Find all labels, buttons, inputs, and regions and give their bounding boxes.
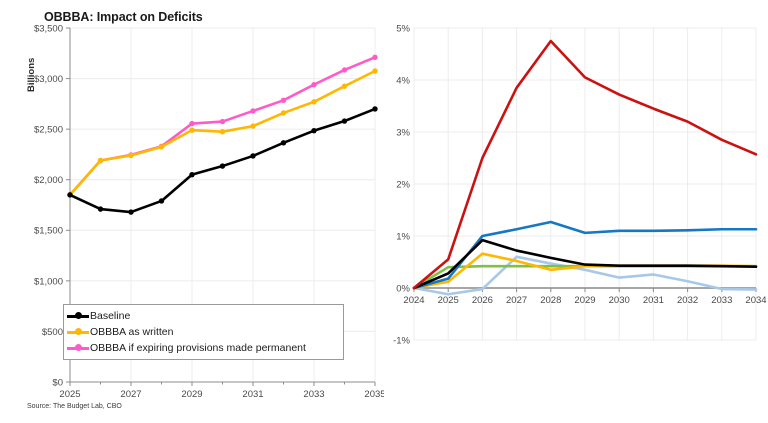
y-tick-label: -1% [393, 335, 410, 346]
legend-item[interactable]: OBBBA if expiring provisions made perman… [67, 340, 339, 356]
legend-deficits[interactable]: Baseline OBBBA as written OBBBA if expirin… [63, 304, 344, 360]
x-tick-label: 2031 [242, 389, 263, 400]
y-tick-label: $1,500 [34, 226, 63, 237]
y-tick-label: 5% [396, 23, 410, 34]
legend-label: OBBBA as written [90, 326, 174, 338]
x-tick-label: 2025 [438, 295, 459, 306]
series-yale-budget-lab [412, 255, 758, 296]
legend-swatch-line [67, 309, 89, 323]
plot-area-deficits: $0 $500 $1,000 $1,500 $2,000 $2,500 $3,000 $3,5… [34, 23, 384, 400]
source-note-deficits: Source: The Budget Lab, CBO [27, 403, 122, 410]
x-tick-label: 2030 [609, 295, 630, 306]
y-tick-label: $3,500 [34, 23, 63, 34]
x-tick-label: 2026 [472, 295, 493, 306]
x-tick-label: 2027 [506, 295, 527, 306]
legend-swatch-line [67, 341, 89, 355]
series-white-house-council-of-economic-advisors [412, 39, 758, 290]
x-tick-label: 2031 [643, 295, 664, 306]
chart-panel-gdp: OBBBA: Projected GDP Growth Impact -1%0%… [384, 0, 768, 423]
x-tick-label: 2025 [59, 389, 80, 400]
series-congressional-budget-office [412, 238, 758, 290]
x-tick-label: 2024 [403, 295, 424, 306]
legend-swatch-line [67, 325, 89, 339]
x-tick-label: 2032 [677, 295, 698, 306]
legend-item[interactable]: OBBBA as written [67, 324, 339, 340]
y-tick-label: 4% [396, 75, 410, 86]
y-tick-label: $2,000 [34, 175, 63, 186]
y-tick-label: 2% [396, 179, 410, 190]
series-obbba-as-written [67, 68, 378, 198]
x-tick-label: 2033 [303, 389, 324, 400]
legend-label: OBBBA if expiring provisions made perman… [90, 342, 306, 354]
y-tick-label: $500 [42, 327, 63, 338]
y-tick-label: $2,500 [34, 125, 63, 136]
y-tick-label: $0 [52, 377, 63, 388]
legend-item[interactable]: Baseline [67, 308, 339, 324]
y-tick-label: 1% [396, 231, 410, 242]
x-tick-label: 2029 [574, 295, 595, 306]
legend-label: Baseline [90, 310, 131, 322]
y-tick-label: $1,000 [34, 276, 63, 287]
series-baseline [67, 106, 378, 215]
x-tick-label: 2029 [181, 389, 202, 400]
x-tick-label: 2035 [364, 389, 384, 400]
chart-panel-deficits: OBBBA: Impact on Deficits Billions $0 $50… [26, 10, 384, 410]
x-tick-label: 2033 [711, 295, 732, 306]
x-tick-label: 2027 [120, 389, 141, 400]
y-tick-label: 3% [396, 127, 410, 138]
y-tick-label: 0% [396, 283, 410, 294]
chart-title-deficits: OBBBA: Impact on Deficits [44, 10, 203, 24]
y-tick-label: $3,000 [34, 74, 63, 85]
plot-area-gdp: -1% 0% 1% 2% 3% 4% 5% 2024 2025 2026 2027 2028 2029 2… [393, 23, 766, 346]
x-tick-label: 2028 [540, 295, 561, 306]
x-tick-label: 2034 [745, 295, 766, 306]
